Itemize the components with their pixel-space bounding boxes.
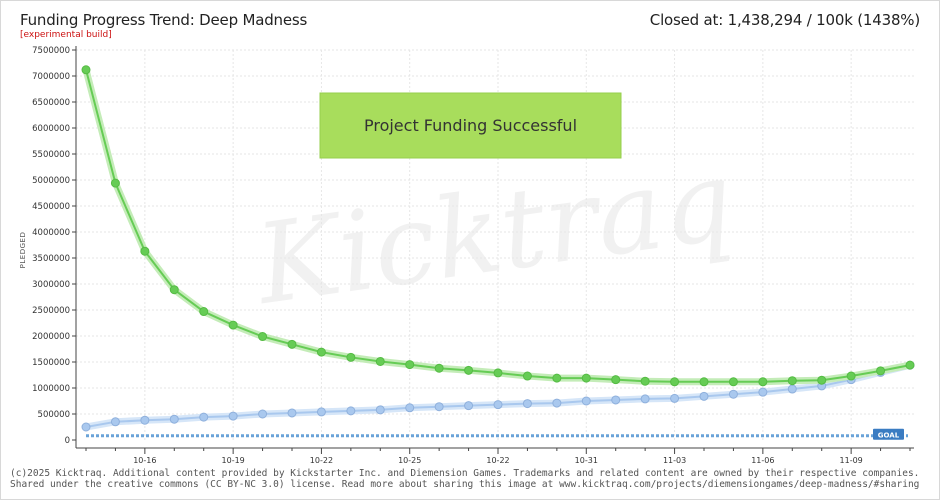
pledged-series-point — [346, 406, 356, 416]
projection-series-point — [905, 360, 915, 370]
goal-label: GOAL — [878, 431, 900, 439]
y-tick-label: 4500000 — [32, 202, 70, 212]
pledged-series-point — [228, 411, 238, 421]
projection-series-point — [817, 375, 827, 385]
pledged-series-point — [287, 408, 297, 418]
projection-series-point — [758, 377, 768, 387]
pledged-series-point — [670, 393, 680, 403]
projection-series-point — [199, 307, 209, 317]
projection-series-point — [611, 375, 621, 385]
pledged-series-point — [611, 395, 621, 405]
projection-series-point — [493, 368, 503, 378]
goal-badge — [873, 428, 904, 440]
y-tick-label: 1500000 — [32, 358, 70, 368]
projection-series-point — [522, 371, 532, 381]
y-tick-label: 6500000 — [32, 98, 70, 108]
pledged-series-point — [758, 387, 768, 397]
y-tick-label: 3500000 — [32, 254, 70, 264]
x-tick-label: 10-25 — [398, 456, 421, 465]
pledged-series-point — [81, 422, 91, 432]
projection-series-point — [640, 376, 650, 386]
projection-series-point — [464, 365, 474, 375]
y-tick-label: 5500000 — [32, 150, 70, 160]
projection-series-point — [581, 373, 591, 383]
pledged-series-point — [522, 399, 532, 409]
pledged-series-point — [728, 389, 738, 399]
projection-series-point — [228, 320, 238, 330]
pledged-series-point — [434, 402, 444, 412]
pledged-series-point — [169, 414, 179, 424]
footer-line-1: (c)2025 Kicktraq. Additional content pro… — [10, 468, 920, 479]
pledged-series-point — [140, 415, 150, 425]
pledged-series-point — [316, 407, 326, 417]
pledged-series-point — [199, 412, 209, 422]
y-tick-label: 1000000 — [32, 384, 70, 394]
y-tick-label: 6000000 — [32, 124, 70, 134]
y-tick-label: 7500000 — [32, 46, 70, 56]
projection-series-point — [876, 366, 886, 376]
pledged-series-point — [581, 396, 591, 406]
footer-line-2: Shared under the creative commons (CC BY… — [10, 479, 920, 490]
x-tick-label: 11-06 — [751, 456, 774, 465]
projection-series-point — [434, 363, 444, 373]
pledged-series-point — [640, 394, 650, 404]
footer-credits: (c)2025 Kicktraq. Additional content pro… — [10, 468, 919, 490]
projection-series-point — [375, 356, 385, 366]
projection-series-point — [346, 352, 356, 362]
x-tick-label: 11-09 — [840, 456, 863, 465]
y-tick-label: 500000 — [38, 410, 70, 420]
y-tick-label: 3000000 — [32, 280, 70, 290]
x-tick-label: 10-19 — [222, 456, 245, 465]
y-tick-label: 5000000 — [32, 176, 70, 186]
y-tick-label: 4000000 — [32, 228, 70, 238]
pledged-series-point — [464, 401, 474, 411]
pledged-series-point — [405, 403, 415, 413]
x-tick-label: 11-03 — [663, 456, 686, 465]
pledged-series-point — [787, 384, 797, 394]
x-tick-label: 10-31 — [575, 456, 598, 465]
projection-series-point — [110, 178, 120, 188]
projection-series-point — [169, 285, 179, 295]
pledged-series-point — [110, 417, 120, 427]
projection-series-point — [699, 377, 709, 387]
pledged-series-point — [699, 391, 709, 401]
projection-series-point — [552, 373, 562, 383]
projection-series-point — [81, 65, 91, 75]
watermark: Kicktraq — [247, 136, 741, 330]
build-tag: [experimental build] — [20, 30, 112, 40]
projection-series-point — [670, 377, 680, 387]
projection-series-point — [846, 371, 856, 381]
pledged-series-point — [375, 405, 385, 415]
y-tick-label: 0 — [65, 436, 70, 446]
projection-series-point — [787, 376, 797, 386]
closed-status: Closed at: 1,438,294 / 100k (1438%) — [649, 11, 920, 29]
projection-series-point — [316, 347, 326, 357]
projection-series-point — [728, 377, 738, 387]
chart-title: Funding Progress Trend: Deep Madness — [20, 11, 308, 29]
x-tick-label: 10-22 — [486, 456, 509, 465]
y-tick-label: 2000000 — [32, 332, 70, 342]
projection-series-point — [140, 246, 150, 256]
success-banner — [319, 92, 622, 159]
projection-series-point — [258, 332, 268, 342]
success-banner-text: Project Funding Successful — [364, 116, 577, 135]
pledged-series-point — [552, 398, 562, 408]
projection-series-point — [287, 339, 297, 349]
y-tick-label: 2500000 — [32, 306, 70, 316]
x-tick-label: 10-16 — [133, 456, 156, 465]
x-tick-label: 10-22 — [310, 456, 333, 465]
projection-series-point — [405, 360, 415, 370]
y-tick-label: 7000000 — [32, 72, 70, 82]
pledged-series-point — [493, 400, 503, 410]
pledged-series-point — [258, 409, 268, 419]
y-axis-label: PLEDGED — [19, 231, 27, 269]
